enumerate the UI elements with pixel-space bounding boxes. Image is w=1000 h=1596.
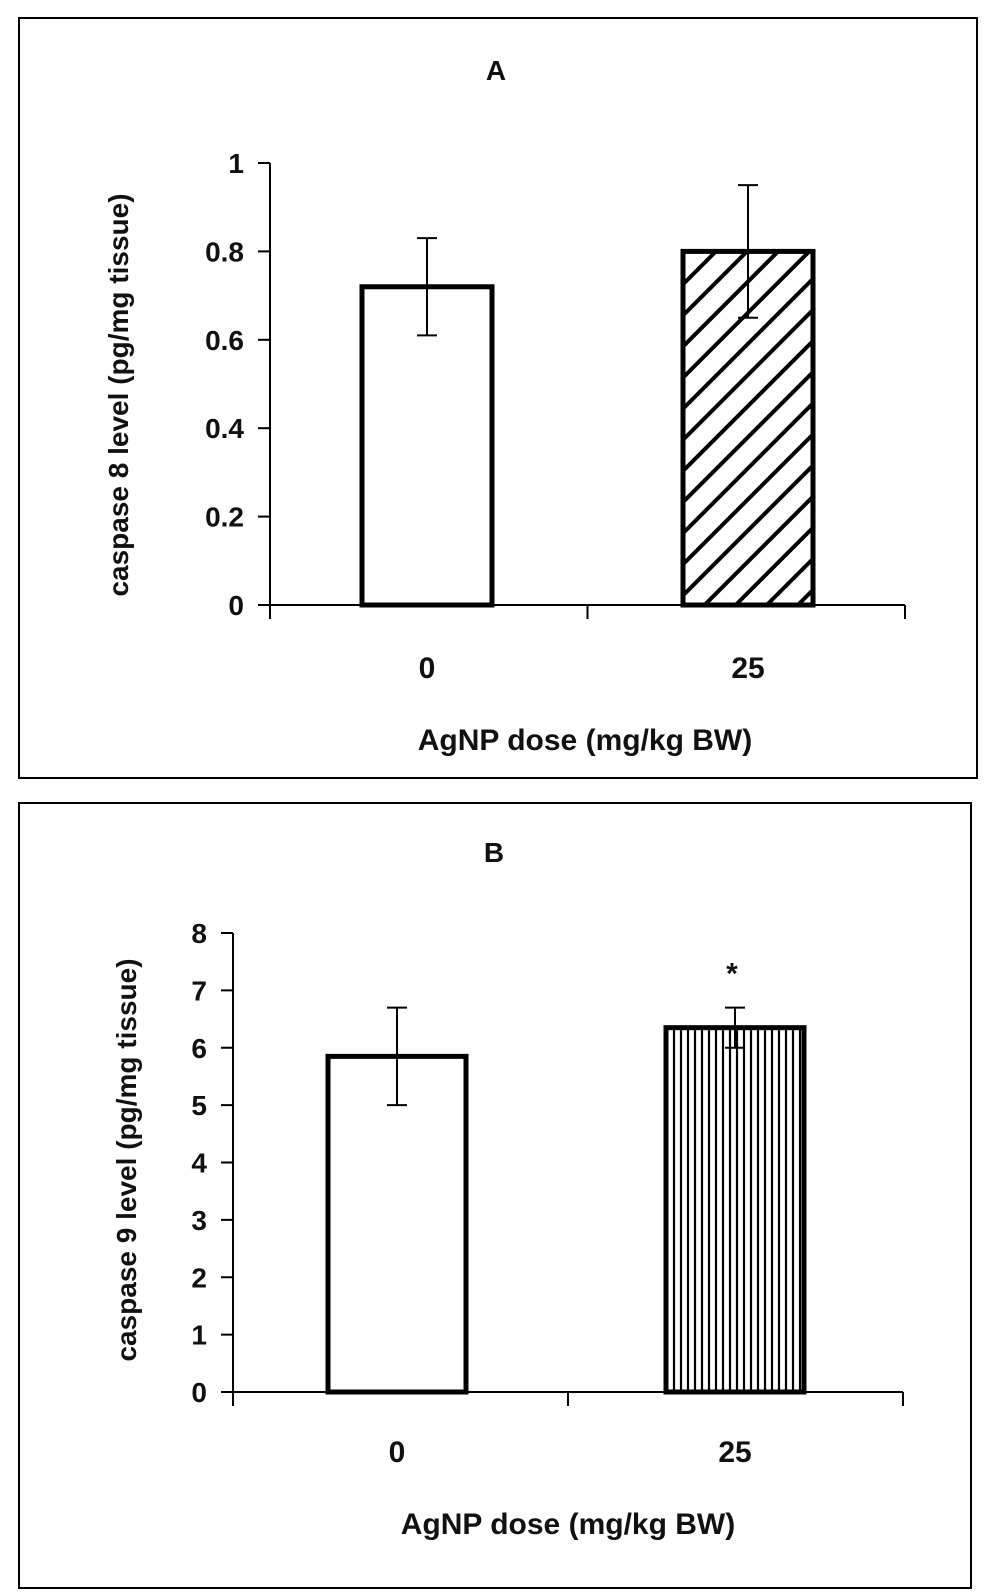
chart-b-x-tick-label: 0 bbox=[389, 1436, 406, 1469]
chart-a-error-bar-25 bbox=[738, 184, 758, 319]
chart-b-bar-25 bbox=[663, 1025, 807, 1395]
chart-b-ylabel: caspase 9 level (pg/mg tissue) bbox=[111, 958, 142, 1361]
chart-panel-a bbox=[18, 17, 978, 779]
chart-panel-b bbox=[18, 802, 972, 1589]
chart-b-plot-area: 0 1 2 3 4 5 6 7 8 0 25 * bbox=[191, 918, 904, 1469]
chart-a-y-tick-label: 0.8 bbox=[205, 236, 244, 267]
chart-b-error-bar-0 bbox=[387, 1006, 407, 1107]
chart-b-bar-0 bbox=[325, 1053, 469, 1395]
chart-a-xlabel: AgNP dose (mg/kg BW) bbox=[418, 724, 752, 757]
chart-a-bar-0 bbox=[359, 284, 495, 608]
chart-a-title: A bbox=[486, 55, 506, 86]
chart-b-y-tick-label: 1 bbox=[191, 1320, 207, 1351]
chart-b-error-bar-25 bbox=[725, 1006, 745, 1049]
chart-b-y-tick-label: 5 bbox=[191, 1090, 207, 1121]
chart-a-x-tick-label: 0 bbox=[419, 652, 436, 685]
chart-b-y-tick-label: 2 bbox=[191, 1262, 207, 1293]
chart-b-significance-marker: * bbox=[726, 958, 738, 991]
chart-a-y-tick-label: 0.2 bbox=[205, 502, 244, 533]
chart-a-y-tick-label: 0.4 bbox=[205, 413, 244, 444]
chart-a-x-tick-label: 25 bbox=[731, 652, 764, 685]
chart-a-y-tick-label: 1 bbox=[228, 148, 244, 179]
chart-b-y-tick-label: 6 bbox=[191, 1033, 207, 1064]
chart-b-title: B bbox=[484, 837, 504, 868]
chart-b-x-tick-label: 25 bbox=[718, 1436, 751, 1469]
chart-a-ylabel: caspase 8 level (pg/mg tissue) bbox=[103, 193, 134, 596]
chart-b-y-tick-label: 0 bbox=[191, 1377, 207, 1408]
chart-b-xlabel: AgNP dose (mg/kg BW) bbox=[401, 1508, 735, 1541]
chart-a-plot-area: 0 0.2 0.4 0.6 0.8 1 0 25 bbox=[205, 148, 906, 685]
chart-b-y-tick-label: 7 bbox=[191, 975, 207, 1006]
chart-a-error-bar-0 bbox=[417, 237, 437, 337]
chart-b-y-tick-label: 3 bbox=[191, 1205, 207, 1236]
chart-b-y-tick-label: 4 bbox=[191, 1148, 207, 1179]
chart-a-y-tick-label: 0.6 bbox=[205, 325, 244, 356]
chart-b-y-tick-label: 8 bbox=[191, 918, 207, 949]
chart-a-y-tick-label: 0 bbox=[228, 590, 244, 621]
